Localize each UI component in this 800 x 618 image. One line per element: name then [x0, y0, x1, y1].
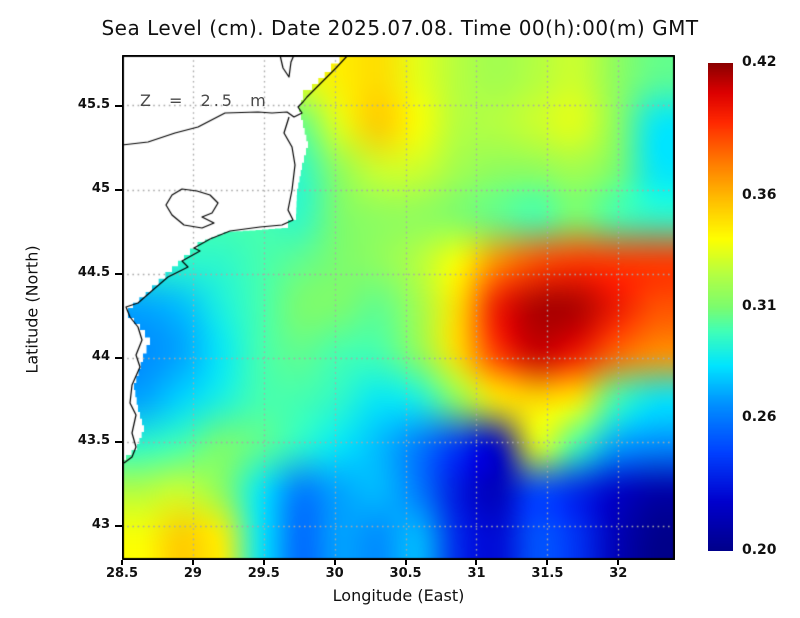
- y-tick: [115, 104, 122, 107]
- y-tick-label: 45.5: [77, 96, 110, 112]
- y-tick-label: 43: [91, 517, 110, 533]
- y-tick: [115, 525, 122, 528]
- x-tick: [191, 560, 194, 565]
- x-tick-label: 29.5: [247, 566, 280, 581]
- colorbar: [708, 63, 733, 551]
- x-tick: [262, 560, 265, 565]
- y-tick: [115, 357, 122, 359]
- x-tick-label: 30.5: [389, 566, 422, 581]
- heatmap-canvas: [122, 55, 675, 560]
- x-tick-label: 30: [325, 566, 344, 581]
- x-tick: [121, 560, 123, 565]
- y-tick-label: 43.5: [77, 433, 110, 449]
- colorbar-tick-label: 0.20: [742, 542, 777, 558]
- y-tick: [115, 188, 122, 191]
- x-tick: [617, 560, 620, 565]
- y-tick-label: 44.5: [77, 264, 110, 280]
- x-axis-label: Longitude (East): [332, 586, 465, 605]
- y-tick: [115, 441, 122, 444]
- plot-area: Z = 2.5 m: [122, 55, 675, 560]
- y-axis-label: Latitude (North): [22, 245, 42, 374]
- colorbar-tick-label: 0.26: [742, 408, 777, 425]
- depth-annotation: Z = 2.5 m: [140, 91, 269, 110]
- x-tick: [475, 560, 478, 565]
- chart-title: Sea Level (cm). Date 2025.07.08. Time 00…: [101, 16, 699, 40]
- y-tick-label: 44: [91, 349, 110, 364]
- x-tick: [333, 560, 336, 565]
- y-tick-label: 45: [91, 180, 110, 196]
- x-tick-label: 31: [467, 566, 486, 581]
- x-tick: [404, 560, 407, 565]
- colorbar-tick-label: 0.36: [742, 187, 777, 204]
- x-tick-label: 31.5: [531, 566, 564, 581]
- colorbar-tick-label: 0.31: [742, 298, 777, 314]
- x-tick-label: 28.5: [105, 566, 139, 581]
- x-tick-label: 29: [183, 566, 202, 581]
- x-tick: [546, 560, 549, 565]
- x-tick-label: 32: [609, 566, 628, 581]
- y-tick: [115, 272, 122, 275]
- colorbar-tick-label: 0.42: [742, 54, 777, 70]
